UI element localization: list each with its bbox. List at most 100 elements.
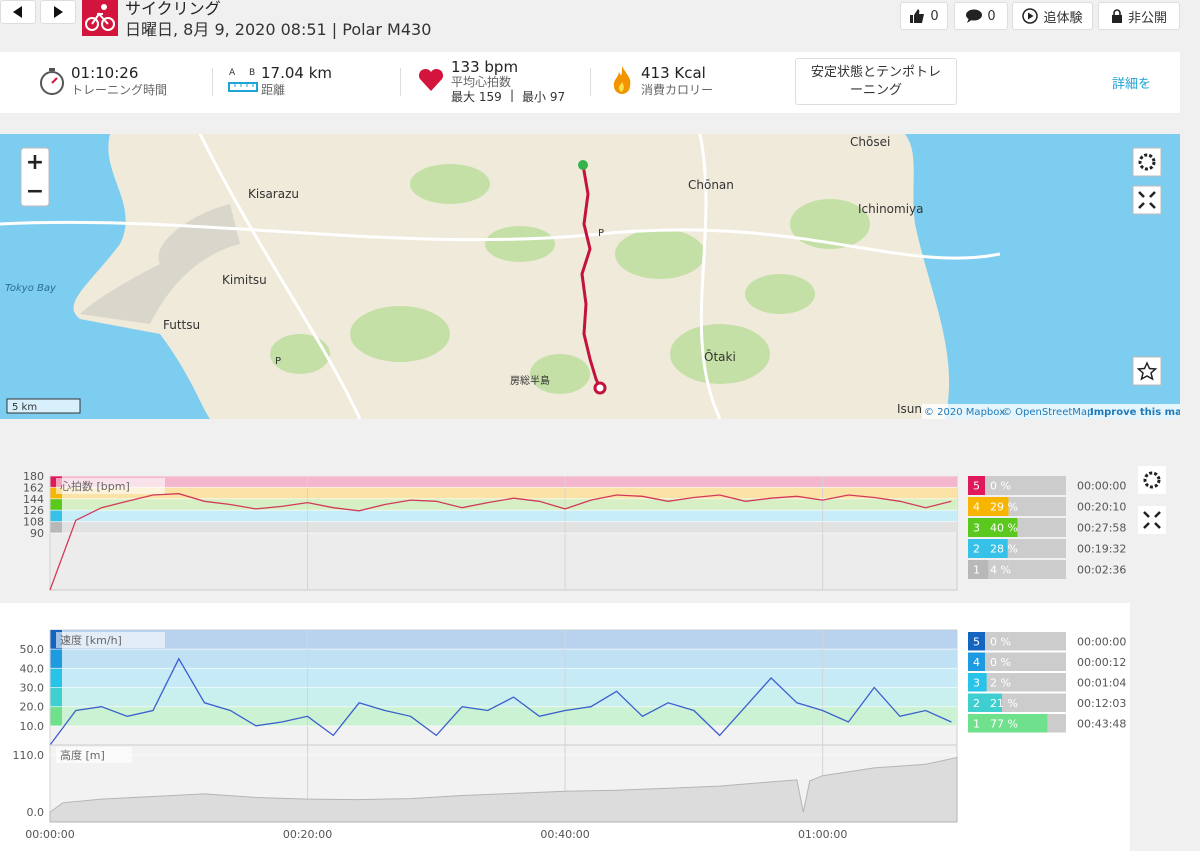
hr-value: 133 bpm (451, 58, 519, 76)
benefit-button[interactable]: 安定状態とテンポトレーニング (795, 58, 957, 105)
x-tick-label: 00:00:00 (25, 828, 74, 841)
zone-swatch (968, 632, 985, 651)
zone-track (985, 560, 1066, 579)
zone-time: 00:27:58 (1077, 522, 1126, 535)
port (80, 204, 240, 324)
improve-map[interactable]: Improve this map (1090, 407, 1180, 418)
zone-swatch (968, 693, 985, 712)
relive-label: 追体験 (1043, 10, 1083, 26)
stopwatch-icon (40, 68, 64, 95)
zoom-in[interactable]: + (26, 150, 44, 175)
distance-b: B (249, 68, 256, 78)
zone-time: 00:01:04 (1077, 676, 1126, 689)
x-tick-label: 01:00:00 (798, 828, 847, 841)
like-button[interactable]: 0 (900, 2, 948, 30)
privacy-button[interactable]: 非公開 (1098, 2, 1180, 30)
y-tick-label: 50.0 (20, 643, 45, 656)
x-tick-label: 00:20:00 (283, 828, 332, 841)
zone-percent: 29 % (990, 501, 1018, 514)
chart-title-bg (56, 478, 165, 494)
start-marker (578, 160, 588, 170)
zone-band (50, 521, 957, 533)
zone-percent-bar (985, 714, 1048, 733)
zone-percent: 4 % (990, 564, 1011, 577)
zone-percent: 21 % (990, 697, 1018, 710)
distance-a: A (229, 68, 236, 78)
route (580, 164, 602, 389)
chart-fullscreen-button[interactable] (1138, 506, 1166, 534)
attribution-mapbox[interactable]: © 2020 Mapbox (924, 407, 1005, 418)
y-tick-label: 20.0 (20, 701, 45, 714)
details-link[interactable]: 詳細を (1112, 77, 1152, 92)
place-labels: Chōsei Chōnan Kisarazu Ichinomiya Tokyo … (5, 135, 924, 416)
benefit-label: 安定状態とテンポトレーニング (810, 64, 941, 98)
like-count: 0 (930, 8, 939, 24)
chart-settings-button[interactable] (1138, 466, 1166, 494)
zone-time: 00:20:10 (1077, 501, 1126, 514)
activity-subtitle: 日曜日, 8月 9, 2020 08:51 | Polar M430 (125, 20, 432, 39)
y-tick-label: 126 (23, 504, 44, 517)
prev-button[interactable] (0, 0, 36, 24)
divider (590, 68, 591, 96)
heart-icon (418, 68, 444, 91)
play-icon (1022, 8, 1039, 24)
y-tick-label: 90 (30, 527, 44, 540)
zone-swatch (968, 539, 985, 558)
zone-time: 00:43:48 (1077, 717, 1126, 730)
zone-percent-bar (985, 673, 987, 692)
zone-track (985, 673, 1066, 692)
distance-label: 距離 (261, 83, 286, 97)
fullscreen-icon (1138, 191, 1156, 209)
place-label: Ōtaki (704, 350, 736, 364)
zoom-control (20, 147, 50, 207)
duration-label: トレーニング時間 (71, 83, 168, 97)
place-label: Chōnan (688, 178, 734, 192)
zone-percent: 2 % (990, 676, 1011, 689)
star-icon (1136, 361, 1158, 381)
area-series (49, 756, 958, 823)
next-button[interactable] (40, 0, 76, 24)
scale-bar (6, 398, 81, 414)
zone-number: 2 (973, 543, 980, 556)
comment-icon (966, 9, 983, 23)
relive-button[interactable]: 追体験 (1012, 2, 1093, 30)
water (905, 134, 1180, 419)
activity-title: サイクリング (125, 0, 221, 18)
y-tick-label: 10.0 (20, 720, 45, 733)
zone-time: 00:19:32 (1077, 543, 1126, 556)
zoom-out[interactable]: − (26, 179, 44, 204)
zone-percent: 0 % (990, 635, 1011, 648)
comment-count: 0 (987, 8, 996, 24)
line-series (49, 493, 952, 591)
zone-band (50, 687, 957, 707)
place-label: Tokyo Bay (5, 283, 57, 294)
fullscreen-button[interactable] (1132, 185, 1162, 215)
prev-icon (13, 6, 22, 18)
privacy-label: 非公開 (1127, 10, 1167, 26)
x-tick-label: 00:40:00 (540, 828, 589, 841)
zone-percent-bar (985, 497, 1009, 516)
chart-title: 心拍数 [bpm] (60, 479, 130, 493)
zone-swatch (968, 476, 985, 495)
scale-label: 5 km (12, 402, 37, 413)
zone-band (50, 649, 957, 669)
settings-button[interactable] (1132, 147, 1162, 177)
end-marker (593, 381, 607, 395)
zone-number: 3 (973, 676, 980, 689)
attribution-osm[interactable]: © OpenStreetMap (1002, 407, 1093, 418)
gear-icon (1138, 153, 1156, 171)
zone-band (50, 498, 957, 511)
fullscreen-icon (1143, 511, 1161, 529)
y-tick-label: 180 (23, 470, 44, 483)
zone-percent-bar (985, 693, 1003, 712)
zone-edge (50, 521, 62, 533)
zone-percent-bar (985, 518, 1018, 537)
water (0, 134, 210, 419)
comment-button[interactable]: 0 (954, 2, 1008, 30)
zone-band (50, 510, 957, 522)
divider (400, 68, 401, 96)
zone-number: 5 (973, 635, 980, 648)
zone-edge (50, 706, 62, 726)
